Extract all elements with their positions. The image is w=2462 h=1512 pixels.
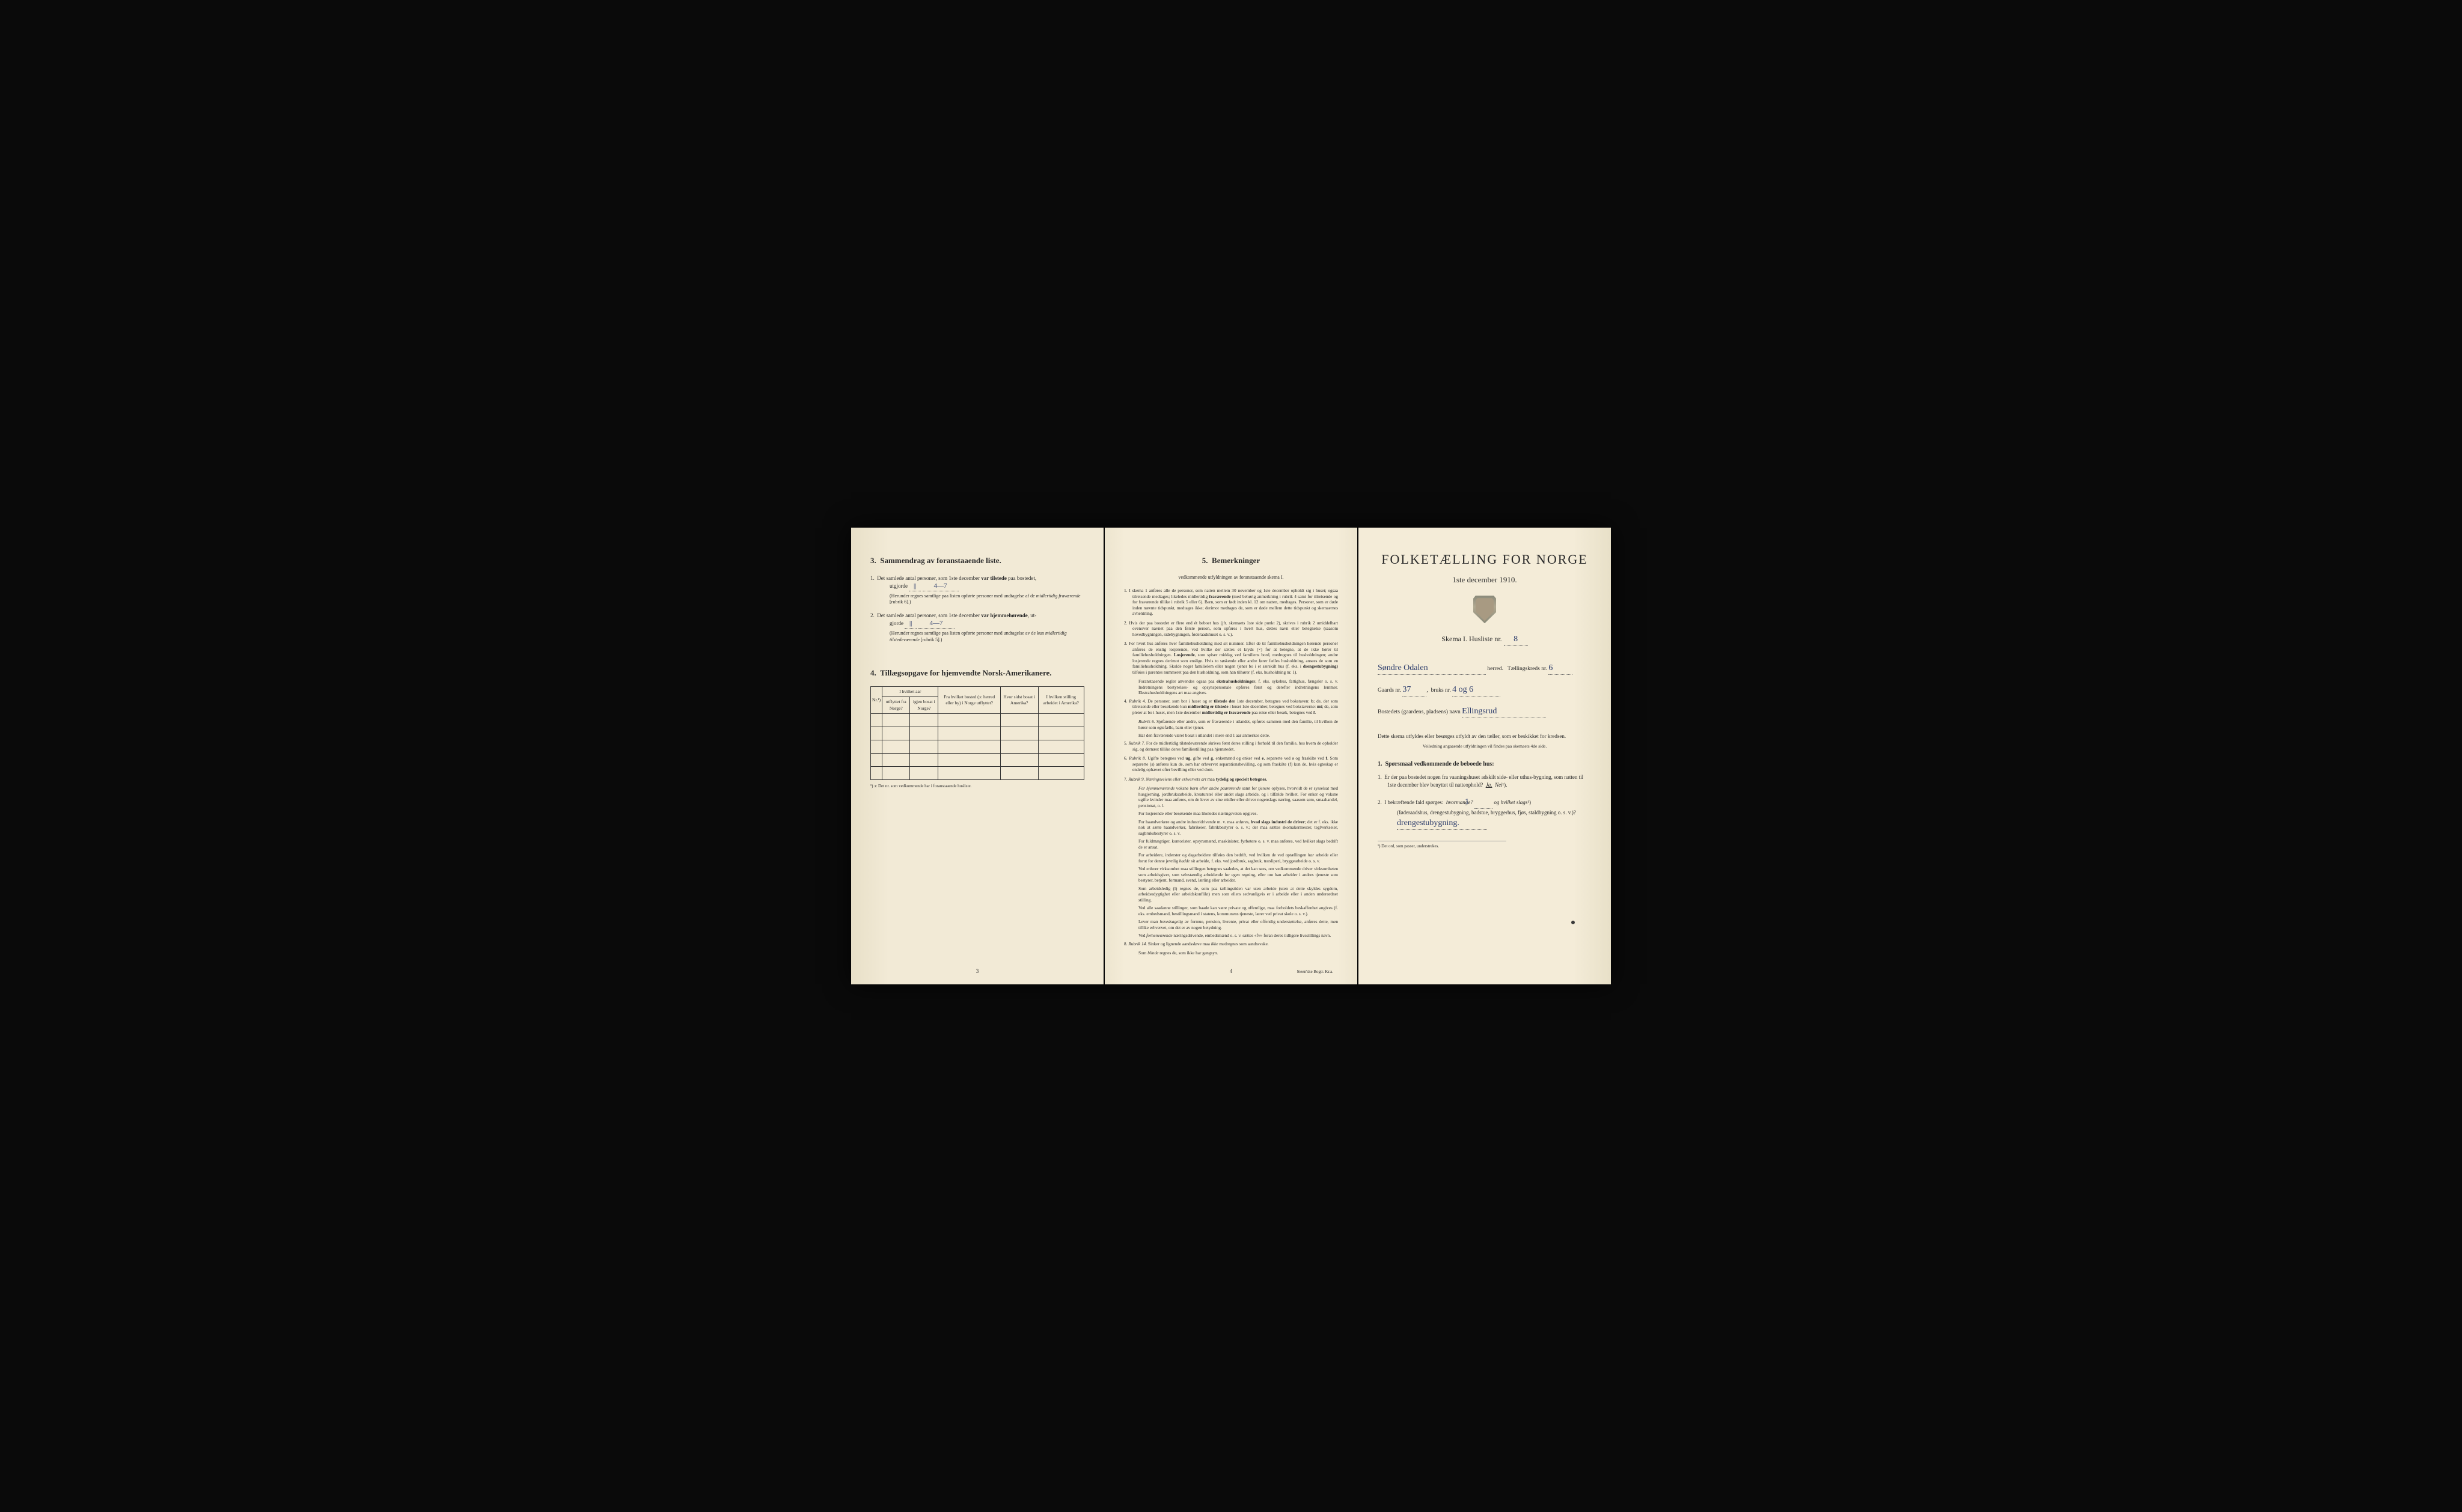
- summary-list: 1. Det samlede antal personer, som 1ste …: [870, 575, 1084, 644]
- bemerkning-sub: Rubrik 6. Sjøfarende eller andre, som er…: [1124, 719, 1338, 730]
- th-igjen: igjen bosat i Norge?: [910, 697, 938, 713]
- th-aar: I hvilket aar: [882, 687, 938, 697]
- section-5-title: 5. Bemerkninger: [1124, 555, 1338, 566]
- bemerkning-item: 8. Rubrik 14. Sinker og lignende aandssl…: [1124, 941, 1338, 947]
- bemerkning-item: 2. Hvis der paa bostedet er flere end ét…: [1124, 620, 1338, 637]
- bemerkning-sub: Har den fraværende været bosat i utlande…: [1124, 733, 1338, 738]
- note-2: (Herunder regnes samtlige paa listen opf…: [880, 630, 1084, 644]
- census-date: 1ste december 1910.: [1378, 575, 1592, 585]
- question-2: 2. I bekræftende fald spørges: hvormange…: [1378, 796, 1592, 831]
- bemerkning-sub: Ved enhver virksomhet maa stillingen bet…: [1124, 866, 1338, 883]
- question-1: 1. Er der paa bostedet nogen fra vaaning…: [1378, 773, 1592, 790]
- ink-dot: [1571, 921, 1575, 924]
- bemerkning-sub: For hjemmeværende voksne børn eller andr…: [1124, 785, 1338, 808]
- bemerkning-sub: For haandverkere og andre industridriven…: [1124, 819, 1338, 836]
- document-spread: 3. Sammendrag av foranstaaende liste. 1.…: [851, 528, 1611, 984]
- summary-item-2: 2. Det samlede antal personer, som 1ste …: [870, 612, 1084, 644]
- gaards-row: Gaards nr. 37, bruks nr. 4 og 6: [1378, 684, 1592, 697]
- th-nr: Nr.¹): [871, 687, 882, 713]
- page-4: 5. Bemerkninger vedkommende utfyldningen…: [1105, 528, 1357, 984]
- table-footnote: ¹) ɔ: Det nr. som vedkommende har i fora…: [870, 784, 1084, 789]
- questions-heading: 1. Spørsmaal vedkommende de beboede hus:: [1378, 760, 1592, 769]
- herred-row: Søndre Odalen herred. Tællingskreds nr. …: [1378, 663, 1592, 675]
- footnote: ¹) Det ord, som passer, understrekes.: [1378, 841, 1506, 849]
- th-bosted: Fra hvilket bosted (ɔ: herred eller by) …: [938, 687, 1001, 713]
- bemerkning-sub: Lever man hovedsagelig av formue, pensio…: [1124, 919, 1338, 930]
- instruction: Dette skema utfyldes eller besørges utfy…: [1378, 733, 1592, 740]
- bemerkning-sub: For losjerende eller besøkende maa likel…: [1124, 811, 1338, 816]
- th-sidst: Hvor sidst bosat i Amerika?: [1000, 687, 1038, 713]
- bemerkning-sub: Som arbeidsledig (l) regnes de, som paa …: [1124, 886, 1338, 903]
- bemerkning-item: 1. I skema 1 anføres alle de personer, s…: [1124, 588, 1338, 616]
- bemerkning-item: 3. For hvert hus anføres hver familiehus…: [1124, 641, 1338, 675]
- th-utflyttet: utflyttet fra Norge?: [882, 697, 910, 713]
- section-3-title: 3. Sammendrag av foranstaaende liste.: [870, 555, 1084, 566]
- bemerkning-item: 4. Rubrik 4. De personer, som bor i huse…: [1124, 698, 1338, 715]
- skema-line: Skema I. Husliste nr. 8: [1378, 634, 1592, 646]
- page-number-4: 4: [1230, 968, 1233, 975]
- bosted-row: Bostedets (gaardens, pladsens) navn Elli…: [1378, 706, 1592, 718]
- bemerkning-sub: Som blinde regnes de, som ikke har gangs…: [1124, 950, 1338, 956]
- census-title: FOLKETÆLLING FOR NORGE: [1378, 550, 1592, 569]
- page-number-3: 3: [976, 968, 979, 975]
- th-stilling: I hvilken stilling arbeidet i Amerika?: [1038, 687, 1084, 713]
- printer-mark: Steen'ske Bogtr. Kr.a.: [1297, 969, 1333, 975]
- bemerkninger-list: 1. I skema 1 anføres alle de personer, s…: [1124, 588, 1338, 956]
- section-5-subtitle: vedkommende utfyldningen av foranstaaend…: [1124, 575, 1338, 581]
- page-3: 3. Sammendrag av foranstaaende liste. 1.…: [851, 528, 1104, 984]
- bemerkning-sub: Ved alle saadanne stillinger, som baade …: [1124, 905, 1338, 916]
- bemerkning-item: 7. Rubrik 9. Næringsveiens eller erhverv…: [1124, 776, 1338, 782]
- bemerkning-item: 6. Rubrik 8. Ugifte betegnes ved ug, gif…: [1124, 755, 1338, 772]
- bemerkning-sub: Ved forhenværende næringsdrivende, embed…: [1124, 933, 1338, 938]
- note-1: (Herunder regnes samtlige paa listen opf…: [880, 593, 1084, 606]
- tillaeg-tbody: [871, 713, 1084, 779]
- questions-list: 1. Er der paa bostedet nogen fra vaaning…: [1378, 773, 1592, 831]
- bemerkning-sub: Foranstaaende regler anvendes ogsaa paa …: [1124, 678, 1338, 695]
- instruction-sub: Veiledning angaaende utfyldningen vil fi…: [1378, 743, 1592, 749]
- tillaeg-table: Nr.¹) I hvilket aar Fra hvilket bosted (…: [870, 686, 1084, 779]
- section-4-title: 4. Tillægsopgave for hjemvendte Norsk-Am…: [870, 668, 1084, 678]
- bemerkning-item: 5. Rubrik 7. For de midlertidig tilstede…: [1124, 740, 1338, 752]
- bemerkning-sub: For fuldmægtiger, kontorister, opsynsmæn…: [1124, 838, 1338, 850]
- coat-of-arms-icon: [1473, 596, 1496, 623]
- page-title: FOLKETÆLLING FOR NORGE 1ste december 191…: [1358, 528, 1611, 984]
- summary-item-1: 1. Det samlede antal personer, som 1ste …: [870, 575, 1084, 606]
- bemerkning-sub: For arbeidere, inderster og dagarbeidere…: [1124, 852, 1338, 864]
